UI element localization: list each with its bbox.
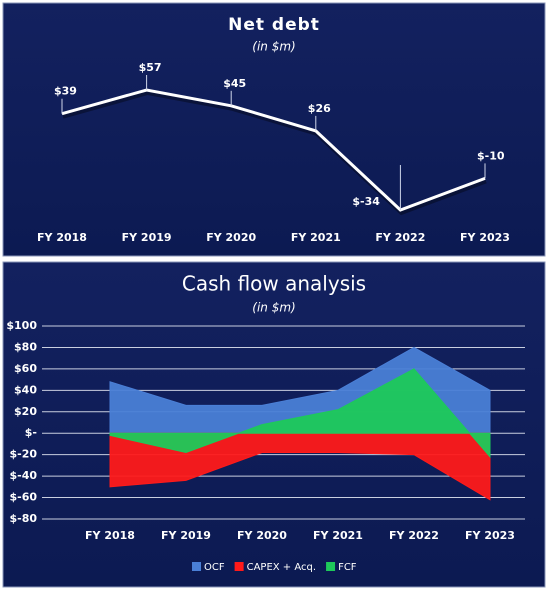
y-tick-label: $-20 [9, 448, 37, 461]
line [61, 88, 486, 212]
legend-swatch [326, 562, 336, 571]
y-tick-label: $-60 [9, 491, 37, 504]
x-tick-label: FY 2021 [313, 529, 363, 542]
y-tick-label: $40 [14, 383, 37, 396]
line-shadow [62, 90, 487, 216]
y-tick-label: $100 [6, 319, 37, 332]
x-tick-label: FY 2022 [389, 529, 439, 542]
x-tick-label: FY 2019 [161, 529, 211, 542]
y-tick-label: $60 [14, 362, 37, 375]
area [109, 368, 491, 459]
data-label: $-10 [477, 149, 505, 162]
x-tick-label: FY 2023 [465, 529, 515, 542]
legend-label: CAPEX + Acq. [247, 562, 316, 573]
data-label: $39 [54, 85, 77, 98]
y-tick-label: $80 [14, 340, 37, 353]
chart-title: Cash flow analysis [182, 272, 366, 296]
x-tick-label: FY 2022 [375, 231, 425, 244]
data-label: $57 [139, 61, 162, 74]
data-label: $45 [223, 77, 246, 90]
legend-label: FCF [338, 562, 357, 573]
legend-swatch [192, 562, 201, 571]
legend-label: OCF [204, 562, 225, 573]
x-tick-label: FY 2018 [85, 529, 135, 542]
y-tick-label: $- [25, 426, 37, 439]
x-tick-label: FY 2018 [37, 231, 87, 244]
legend-swatch [234, 562, 244, 571]
data-label: $26 [308, 102, 331, 115]
y-tick-label: $20 [14, 405, 37, 418]
chart-subtitle: (in $m) [252, 40, 295, 54]
y-tick-label: $-40 [9, 469, 37, 482]
x-tick-label: FY 2021 [291, 231, 341, 244]
x-tick-label: FY 2023 [460, 231, 510, 244]
x-tick-label: FY 2019 [122, 231, 172, 244]
chart-title: Net debt [228, 15, 320, 35]
data-label: $-34 [352, 195, 380, 208]
chart-subtitle: (in $m) [252, 301, 295, 315]
y-tick-label: $-80 [9, 512, 37, 525]
x-tick-label: FY 2020 [237, 529, 287, 542]
x-tick-label: FY 2020 [206, 231, 256, 244]
panel [2, 2, 546, 257]
